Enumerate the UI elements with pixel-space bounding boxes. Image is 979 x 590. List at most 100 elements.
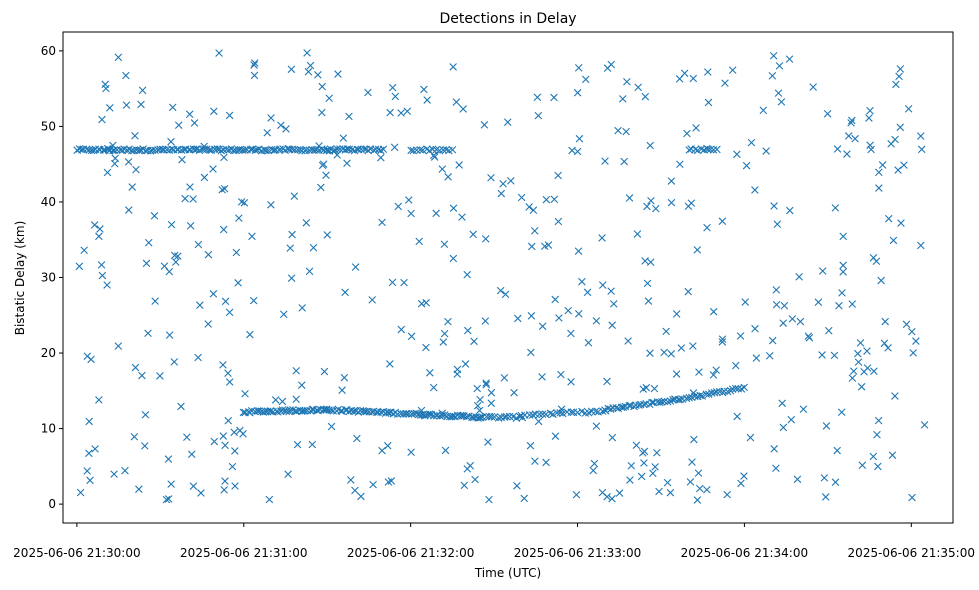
data-point-marker [592, 422, 601, 430]
data-point-marker [768, 336, 777, 345]
data-point-marker [386, 360, 394, 368]
data-point-marker [473, 401, 482, 410]
data-point-marker [695, 368, 703, 376]
data-point-marker [351, 263, 360, 271]
data-point-marker [448, 145, 457, 154]
data-point-marker [485, 495, 493, 504]
data-point-marker [759, 106, 768, 115]
data-point-marker [213, 145, 222, 153]
data-point-marker [160, 145, 168, 154]
data-point-marker [538, 373, 546, 381]
data-point-marker [164, 455, 173, 463]
data-point-marker [663, 397, 672, 406]
data-point-marker [440, 240, 449, 249]
data-point-marker [262, 146, 270, 155]
data-point-marker [542, 410, 550, 419]
data-point-marker [317, 183, 325, 192]
data-point-marker [770, 445, 778, 453]
data-point-marker [839, 261, 847, 270]
data-point-marker [449, 412, 458, 421]
data-point-marker [531, 457, 539, 465]
data-point-marker [204, 250, 213, 259]
data-point-marker [647, 196, 655, 205]
data-point-marker [892, 80, 900, 89]
data-point-marker [459, 105, 467, 113]
data-point-marker [481, 235, 490, 243]
data-point-marker [368, 296, 377, 304]
data-point-marker [517, 193, 526, 202]
data-point-marker [378, 446, 386, 455]
data-point-marker [131, 363, 140, 372]
data-point-marker [637, 472, 646, 481]
data-point-marker [482, 380, 491, 389]
data-point-marker [76, 488, 85, 497]
data-point-marker [407, 448, 415, 457]
data-point-marker [814, 298, 823, 307]
data-point-marker [538, 410, 547, 418]
data-point-marker [894, 166, 902, 174]
data-point-marker [598, 488, 607, 497]
y-tick-label: 50 [41, 119, 56, 133]
data-point-marker [916, 132, 925, 140]
data-point-marker [632, 441, 641, 450]
data-point-marker [343, 159, 351, 168]
data-point-marker [225, 378, 234, 386]
data-point-marker [292, 366, 301, 375]
data-point-marker [772, 286, 781, 294]
data-point-marker [507, 177, 515, 185]
data-point-marker [527, 348, 535, 357]
data-point-marker [103, 144, 112, 153]
data-point-marker [666, 488, 675, 497]
data-point-marker [663, 478, 672, 487]
data-point-marker [318, 108, 326, 117]
data-point-marker [839, 268, 847, 276]
data-point-marker [889, 236, 898, 245]
data-point-marker [677, 344, 686, 352]
data-point-marker [833, 145, 842, 153]
data-point-marker [691, 145, 700, 154]
data-point-marker [734, 384, 742, 393]
data-point-marker [550, 93, 558, 102]
data-point-marker [168, 103, 177, 112]
data-point-marker [880, 339, 889, 348]
data-point-marker [896, 65, 905, 73]
x-axis-ticks: 2025-06-06 21:30:00 2025-06-06 21:31:00 20… [13, 523, 975, 560]
y-tick-label: 10 [41, 422, 56, 436]
data-point-marker [869, 452, 878, 461]
data-point-marker [514, 314, 522, 323]
data-point-marker [162, 495, 171, 504]
data-point-marker [542, 195, 551, 204]
data-point-marker [853, 349, 862, 358]
data-point-marker [835, 301, 843, 310]
data-point-marker [513, 482, 521, 490]
data-point-marker [219, 225, 228, 234]
data-point-marker [267, 114, 275, 122]
data-point-marker [672, 310, 681, 318]
data-point-marker [601, 157, 609, 165]
data-point-marker [494, 414, 503, 422]
data-point-marker [887, 140, 895, 148]
data-point-marker [615, 489, 624, 497]
data-point-marker [765, 351, 774, 360]
data-point-marker [463, 326, 472, 335]
data-point-marker [403, 107, 412, 116]
data-point-marker [526, 441, 535, 450]
data-point-marker [95, 396, 103, 404]
data-point-marker [167, 480, 175, 488]
data-point-marker [592, 317, 601, 325]
data-point-marker [444, 317, 452, 326]
data-point-marker [482, 379, 490, 387]
data-point-marker [487, 173, 495, 182]
data-point-marker [721, 79, 729, 87]
data-point-marker [555, 314, 563, 322]
data-point-marker [598, 407, 607, 415]
data-point-marker [177, 402, 185, 411]
data-point-marker [475, 406, 484, 415]
data-point-marker [695, 484, 704, 493]
x-tick-label: 2025-06-06 21:31:00 [180, 546, 307, 560]
data-point-marker [530, 227, 539, 235]
data-point-marker [858, 461, 867, 470]
data-point-marker [174, 252, 182, 260]
data-point-marker [581, 75, 590, 84]
